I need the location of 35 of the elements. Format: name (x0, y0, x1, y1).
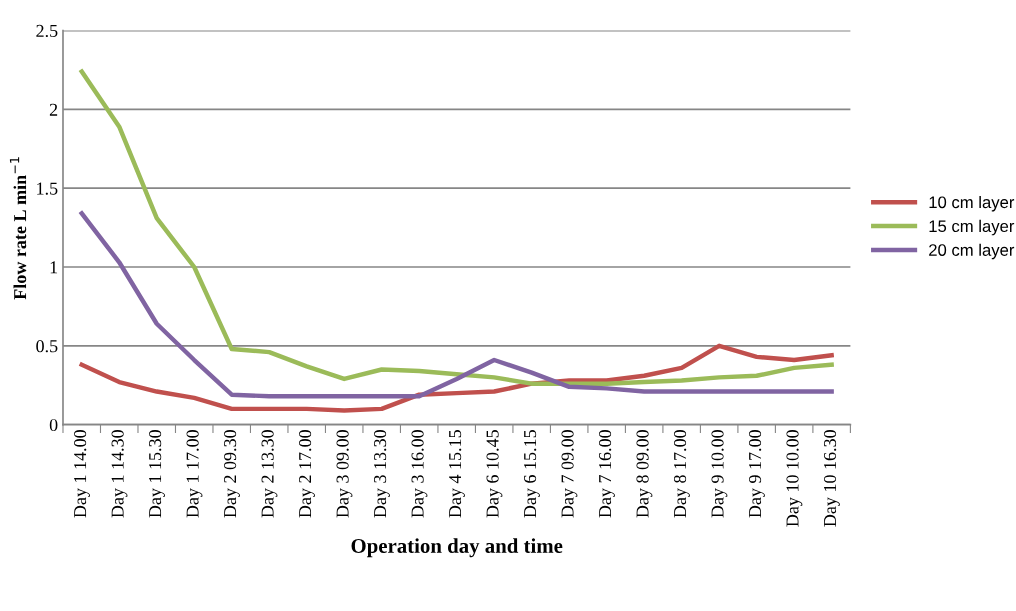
x-tick-label: Day 3 09.00 (336, 430, 353, 518)
x-tick-label: Day 9 10.00 (711, 430, 728, 518)
x-tick-label: Day 8 17.00 (673, 430, 690, 518)
x-tick-label: Day 3 16.00 (411, 430, 428, 518)
y-axis-title: Flow rate L min$^{−1}$ (9, 157, 27, 300)
x-tick-label: Day 1 15.30 (149, 430, 165, 518)
line-series (79, 69, 834, 386)
x-axis-title: Operation day and time (351, 538, 563, 558)
y-tick-label: 0 (49, 418, 58, 432)
x-tick-label: Day 10 16.30 (823, 430, 840, 527)
x-tick-label: Day 1 17.00 (186, 430, 203, 518)
x-tick-label: Day 6 10.45 (486, 430, 503, 518)
x-tick-label: Day 1 14.00 (74, 430, 90, 518)
x-tick-label: Day 6 15.15 (524, 430, 540, 518)
y-tick-label: 1 (50, 261, 58, 274)
x-tick-label: Day 1 14.30 (111, 430, 128, 518)
x-tick-label: Day 3 13.30 (373, 430, 390, 518)
x-tick-label: Day 9 17.00 (748, 430, 765, 518)
y-tick-label: 2.5 (36, 24, 58, 38)
line-series (79, 211, 834, 399)
x-tick-label: Day 7 16.00 (598, 430, 615, 518)
legend-label: 20 cm layer (929, 243, 1015, 260)
x-tick-label: Day 7 09.00 (561, 430, 578, 518)
x-tick-label: Day 2 09.30 (224, 430, 240, 518)
x-tick-label: Day 10 10.00 (786, 430, 803, 527)
x-tick-label: Day 8 09.00 (636, 430, 653, 518)
x-tick-label: Day 4 15.15 (449, 430, 465, 518)
y-tick-label: 0.5 (36, 340, 58, 353)
y-tick-label: 2 (49, 103, 58, 116)
x-tick-label: Day 2 17.00 (299, 430, 315, 518)
legend-label: 15 cm layer (929, 219, 1015, 236)
x-tick-label: Day 2 13.30 (261, 430, 278, 518)
legend-label: 10 cm layer (929, 195, 1015, 212)
y-tick-label: 1.5 (37, 182, 58, 195)
line-series (79, 343, 834, 413)
